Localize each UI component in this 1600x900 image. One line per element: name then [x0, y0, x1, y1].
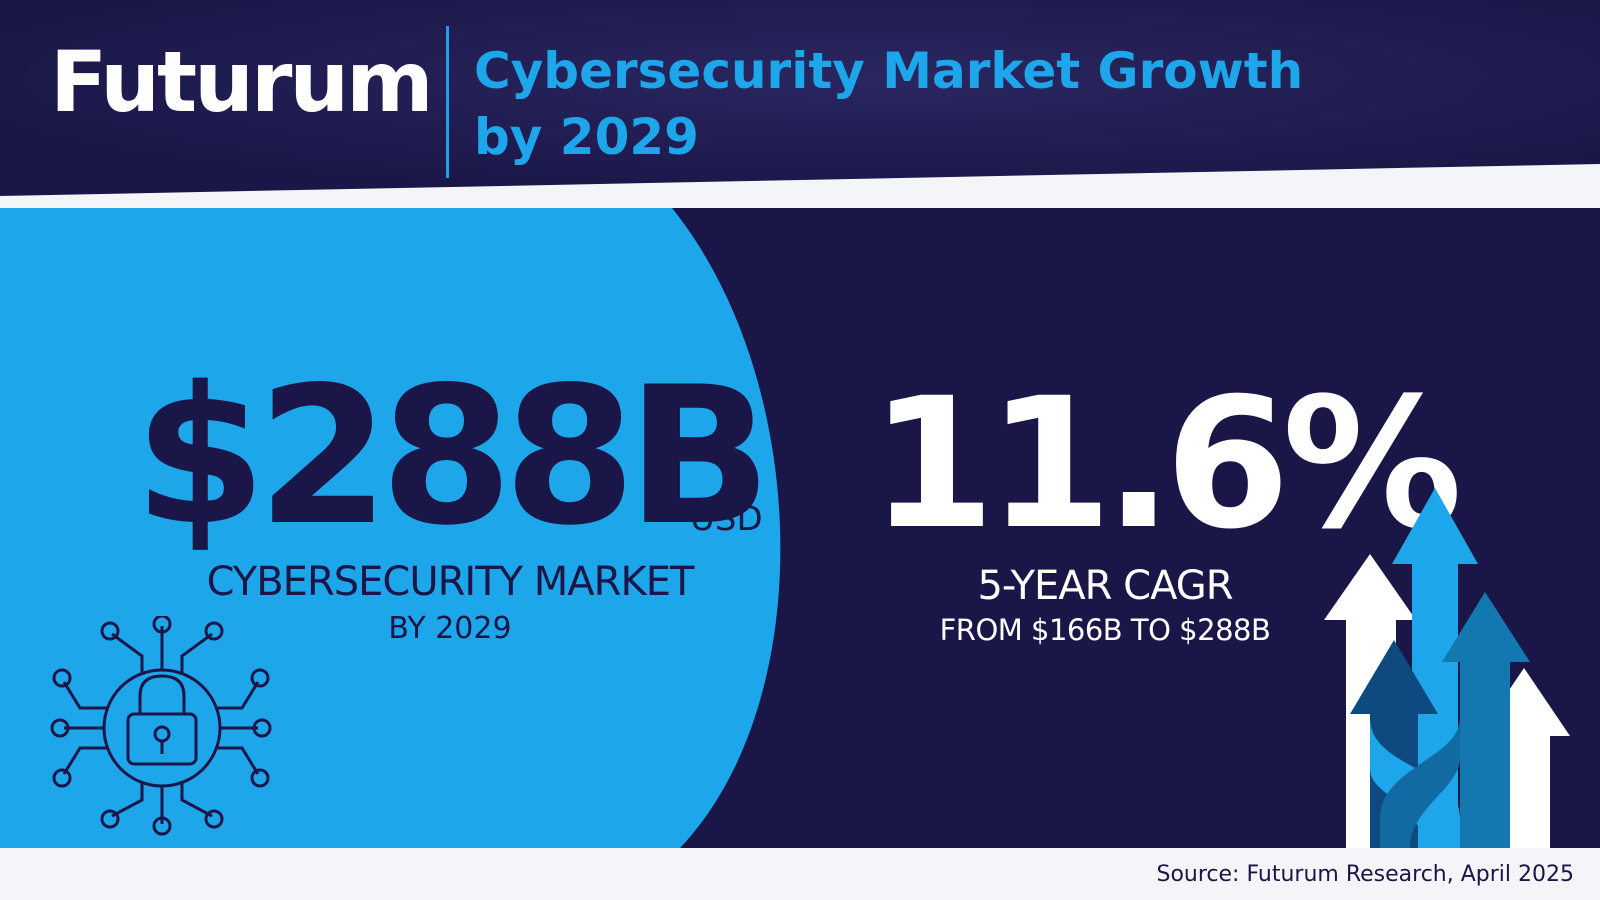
- page-title: Cybersecurity Market Growth by 2029: [474, 38, 1303, 170]
- futurum-logo: Futurum: [50, 33, 434, 131]
- title-line-1: Cybersecurity Market Growth: [474, 42, 1304, 100]
- cagr-sublabel: FROM $166B TO $288B: [939, 613, 1271, 647]
- market-value: $288B: [134, 346, 772, 567]
- cagr-label: 5-YEAR CAGR: [977, 563, 1233, 609]
- title-line-2: by 2029: [474, 108, 699, 166]
- market-unit: USD: [690, 499, 763, 539]
- market-label: CYBERSECURITY MARKET: [206, 559, 695, 605]
- source-note: Source: Futurum Research, April 2025: [1156, 862, 1574, 887]
- blue-region: [0, 208, 781, 848]
- market-sublabel: BY 2029: [388, 611, 512, 646]
- header-band: [0, 0, 1600, 196]
- growth-arrows-icon: [1324, 488, 1570, 848]
- header-divider: [446, 26, 449, 178]
- cagr-value: 11.6%: [870, 360, 1462, 569]
- padlock-network-icon: [50, 616, 272, 836]
